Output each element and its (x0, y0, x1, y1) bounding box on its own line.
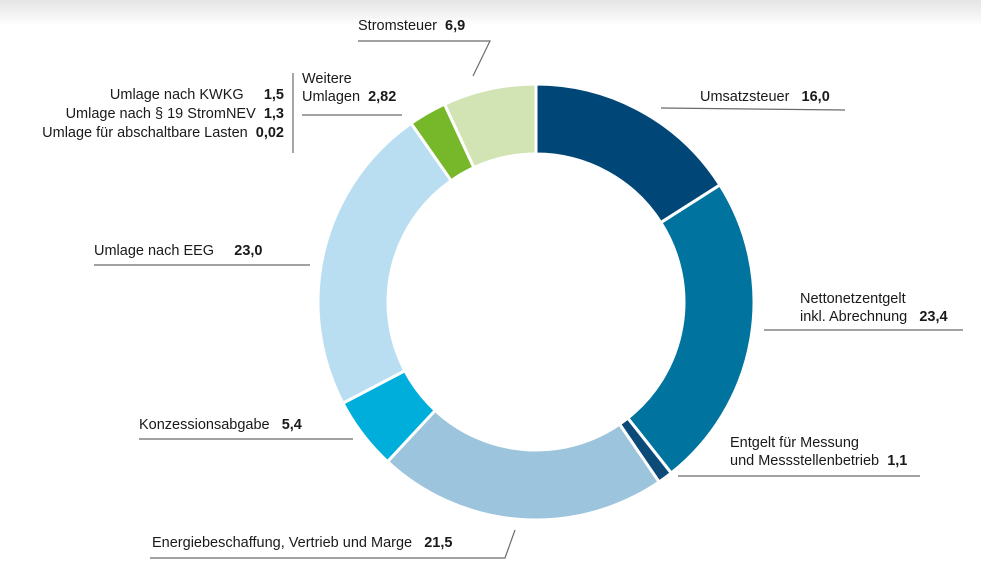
leader-energiebeschaffung (150, 529, 516, 559)
label-value: 23,4 (919, 309, 948, 325)
label-value: 1,3 (263, 106, 284, 122)
label-sub-kwkg: Umlage nach KWKG 1,5 (110, 86, 284, 104)
label-sub-abschaltbare: Umlage für abschaltbare Lasten 0,02 (42, 124, 284, 142)
label-text: Umsatzsteuer (700, 89, 790, 105)
label-text-line2: Umlagen (302, 89, 361, 105)
leader-umsatzsteuer (660, 107, 846, 111)
label-value: 23,0 (234, 243, 263, 259)
label-text: Energiebeschaffung, Vertrieb und Marge (152, 535, 413, 551)
label-value: 21,5 (424, 535, 453, 551)
label-text-line2: und Messstellenbetrieb (730, 453, 880, 469)
label-value: 5,4 (281, 417, 302, 433)
label-umsatzsteuer: Umsatzsteuer 16,0 (700, 88, 830, 106)
slice-eeg (316, 121, 454, 406)
slice-nettonetzentgelt (625, 182, 756, 476)
label-text: Umlage nach § 19 StromNEV (65, 106, 256, 122)
label-text-line2: inkl. Abrechnung (800, 309, 908, 325)
label-text: Umlage für abschaltbare Lasten (42, 125, 248, 141)
label-value: 0,02 (255, 125, 284, 141)
label-eeg: Umlage nach EEG 23,0 (94, 242, 262, 260)
label-nettonetzentgelt: Nettonetzentgelt inkl. Abrechnung 23,4 (800, 290, 948, 326)
leader-stromsteuer (358, 40, 491, 77)
label-stromsteuer: Stromsteuer 6,9 (358, 17, 465, 35)
top-shade (0, 0, 981, 26)
label-value: 16,0 (801, 89, 830, 105)
label-energiebeschaffung: Energiebeschaffung, Vertrieb und Marge 2… (152, 534, 452, 552)
slice-energiebeschaffung (385, 408, 662, 522)
slice-stromsteuer (442, 82, 538, 170)
label-value: 6,9 (445, 18, 466, 34)
label-sub-stromnev: Umlage nach § 19 StromNEV 1,3 (66, 105, 284, 123)
leader-lines (94, 40, 963, 559)
label-text-line1: Weitere (302, 71, 352, 87)
label-value: 2,82 (368, 89, 397, 105)
donut-slices (316, 82, 756, 522)
label-text: Umlage nach KWKG (109, 87, 244, 103)
label-text: Stromsteuer (358, 18, 437, 34)
label-weitere-umlagen: Weitere Umlagen 2,82 (302, 70, 396, 106)
label-messung: Entgelt für Messung und Messstellenbetri… (730, 434, 907, 470)
label-text: Umlage nach EEG (94, 243, 215, 259)
label-text: Konzessionsabgabe (139, 417, 270, 433)
label-text-line1: Entgelt für Messung (730, 435, 859, 451)
label-text-line1: Nettonetzentgelt (800, 291, 906, 307)
label-konzession: Konzessionsabgabe 5,4 (139, 416, 302, 434)
label-value: 1,1 (887, 453, 908, 469)
label-value: 1,5 (263, 87, 284, 103)
